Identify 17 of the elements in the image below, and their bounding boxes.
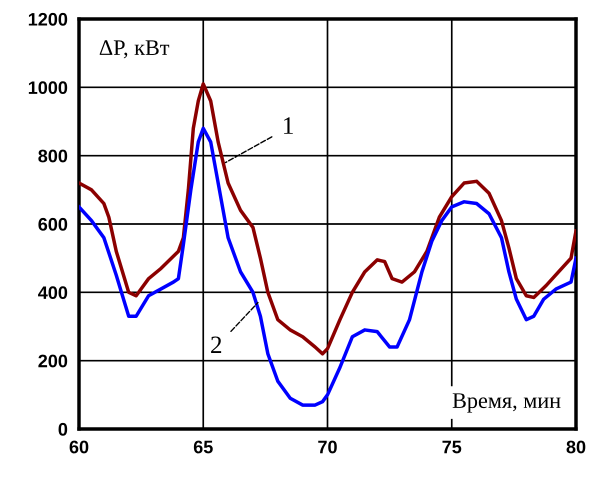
y-tick-label: 400 bbox=[38, 286, 68, 300]
annotation: 1 bbox=[284, 117, 293, 134]
y-tick-label: 800 bbox=[38, 150, 68, 162]
x-tick-label: 65 bbox=[194, 440, 213, 454]
line-series bbox=[79, 82, 576, 356]
y-tick-label: 1200 bbox=[28, 12, 68, 26]
x-axis-title: Время, мин bbox=[452, 393, 561, 413]
x-tick-label: 60 bbox=[70, 440, 88, 454]
annotation: 2 bbox=[211, 336, 222, 354]
y-tick-label: 200 bbox=[38, 354, 68, 368]
y-tick-label: 600 bbox=[38, 218, 68, 231]
y-tick-label: 1000 bbox=[28, 81, 68, 94]
x-tick-label: 70 bbox=[318, 440, 337, 454]
x-tick-label: 80 bbox=[566, 440, 586, 454]
x-tick-label: 75 bbox=[442, 440, 462, 454]
y-tick-label: 0 bbox=[58, 422, 68, 436]
y-axis-title: ΔP, кВт bbox=[100, 40, 170, 58]
